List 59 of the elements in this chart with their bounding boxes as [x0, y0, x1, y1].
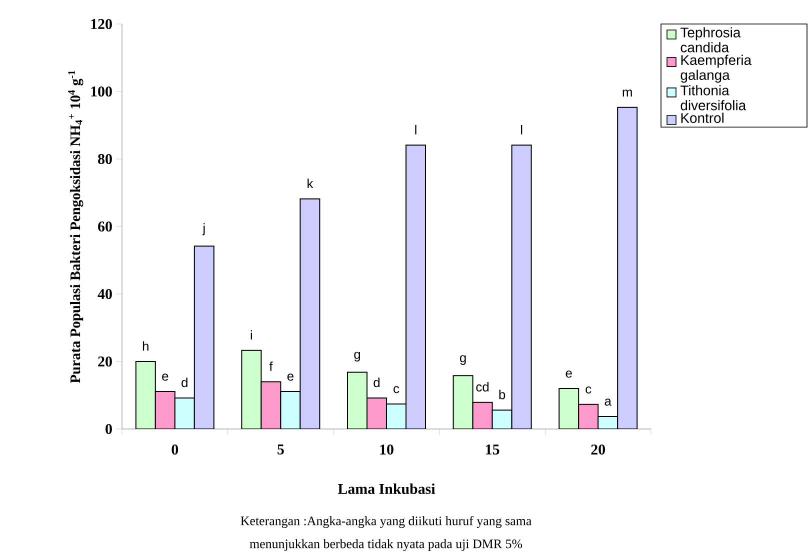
data-label: k — [308, 178, 314, 188]
data-label: h — [142, 341, 148, 351]
data-label: m — [622, 90, 632, 97]
bar — [386, 404, 407, 429]
data-label: i — [250, 330, 252, 340]
bar — [617, 106, 638, 429]
data-label: g — [354, 352, 360, 362]
bar — [154, 391, 176, 429]
data-label: g — [460, 355, 466, 365]
data-label: l — [415, 124, 416, 134]
y-tick-label: 0 — [106, 424, 112, 434]
data-label: d — [182, 378, 188, 388]
data-label: e — [566, 370, 572, 378]
x-tick-label: 5 — [278, 444, 284, 454]
bar — [492, 410, 512, 429]
bar — [452, 375, 474, 429]
data-label: e — [287, 374, 294, 381]
bar — [578, 404, 599, 429]
data-label: cd — [476, 382, 489, 392]
bar — [366, 397, 388, 429]
y-tick-label: 80 — [98, 154, 112, 164]
x-tick-label: 20 — [591, 444, 606, 455]
data-label: f — [269, 362, 273, 371]
data-label: c — [394, 386, 400, 394]
x-axis-title: Lama Inkubasi — [338, 483, 436, 494]
data-label: l — [520, 124, 522, 134]
data-label: j — [202, 223, 205, 236]
data-label: e — [162, 374, 168, 381]
y-axis-title: Purata Populasi Bakteri Pengoksidasi NH$_{4}$$^{+}$ 10$^{4}$ g$^{-1}$ — [68, 70, 84, 384]
bar — [174, 397, 195, 429]
data-label: d — [374, 378, 380, 388]
bar — [135, 361, 156, 429]
legend-label: Kaempferia galanga — [680, 54, 752, 83]
data-label: a — [604, 398, 612, 406]
text: menunjukkan berbeda tidak nyata pada uji DMR 5% — [250, 539, 522, 551]
x-tick-label: 10 — [380, 444, 394, 455]
legend-label: Tephrosia candida — [680, 27, 741, 52]
y-tick-label: 40 — [98, 288, 112, 300]
bar — [347, 372, 368, 429]
bar — [280, 391, 301, 429]
text: Keterangan :Angka-angka yang diikuti huruf yang sama — [240, 516, 532, 528]
bar — [194, 246, 214, 429]
bar — [558, 388, 580, 429]
y-tick-label: 100 — [91, 86, 112, 97]
bar — [241, 350, 262, 429]
legend-label: Tithonia diversifolia — [680, 85, 746, 110]
bar — [300, 198, 320, 429]
bar — [511, 144, 532, 429]
y-tick-label: 120 — [91, 18, 112, 30]
x-tick-label: 0 — [172, 444, 178, 455]
bar — [260, 381, 282, 429]
legend-label: Kontrol — [681, 112, 724, 123]
bar — [472, 402, 493, 429]
data-label: b — [499, 390, 506, 400]
y-tick-label: 20 — [98, 356, 112, 367]
bar — [406, 144, 426, 429]
y-tick-label: 60 — [98, 221, 112, 232]
x-tick-label: 15 — [486, 444, 500, 455]
data-label: c — [586, 386, 592, 394]
